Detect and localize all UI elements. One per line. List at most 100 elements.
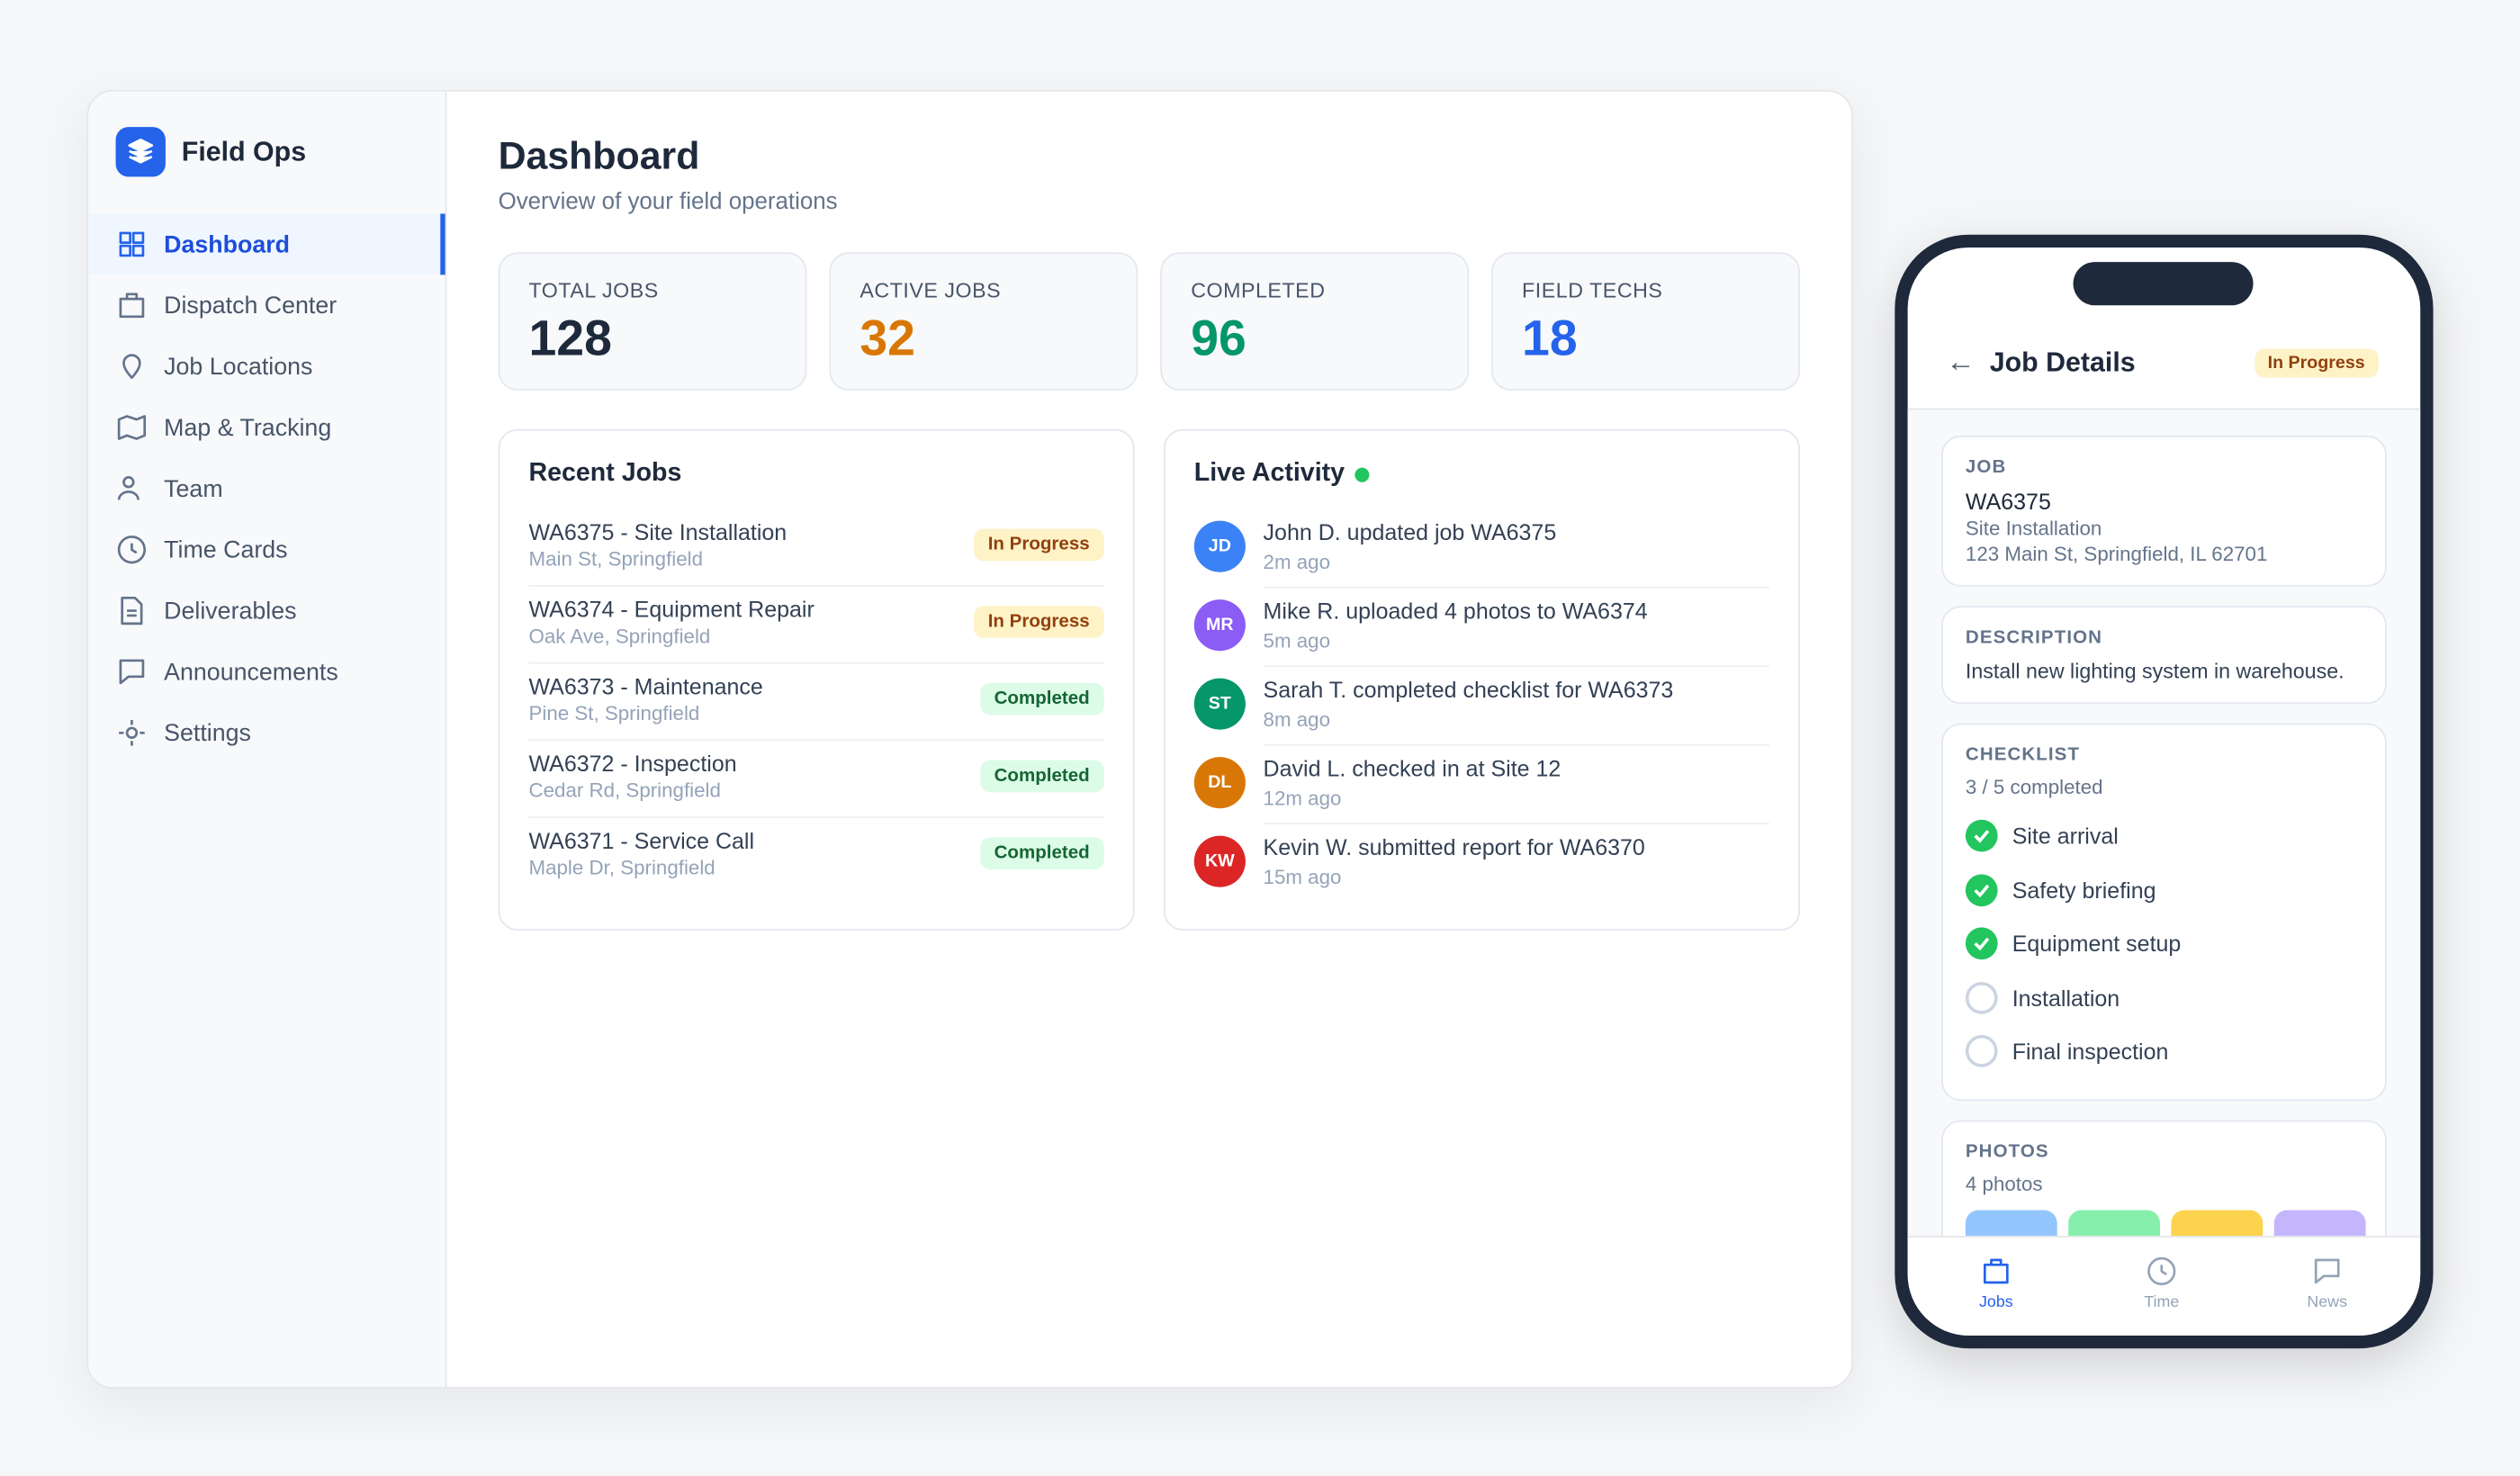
nav-icon xyxy=(117,596,146,633)
avatar: JD xyxy=(1193,520,1246,572)
stat-value: 18 xyxy=(1522,310,1578,367)
check-circle[interactable] xyxy=(1965,819,1998,852)
row-divider xyxy=(528,816,1104,818)
back-arrow[interactable]: ← xyxy=(1946,345,1976,378)
description-text: Install new lighting system in warehouse… xyxy=(1965,659,2344,683)
job-title[interactable]: WA6375 - Site Installation xyxy=(528,518,788,545)
logo-icon xyxy=(128,139,154,164)
activity-panel: Live Activity JD John D. updated job WA63… xyxy=(1163,428,1800,931)
check-circle[interactable] xyxy=(1965,981,1998,1013)
stat-label: FIELD TECHS xyxy=(1522,277,1663,302)
tab-icon-svg xyxy=(2314,1258,2340,1284)
nav-icon xyxy=(117,352,146,389)
check-mark xyxy=(1974,883,1990,897)
tab-label: Time xyxy=(2144,1293,2180,1312)
tab[interactable]: Time xyxy=(2081,1254,2242,1318)
nav-icon-svg xyxy=(119,719,145,746)
status-badge: In Progress xyxy=(973,606,1104,638)
nav-item[interactable]: Settings xyxy=(88,702,445,763)
check-label: Safety briefing xyxy=(2012,877,2156,903)
row-divider xyxy=(1263,586,1770,589)
activity-text: John D. updated job WA6375 xyxy=(1263,518,1557,545)
nav-label: Team xyxy=(164,475,223,503)
activity-time: 2m ago xyxy=(1263,551,1331,574)
tab-icon xyxy=(2313,1256,2342,1293)
check-label: Equipment setup xyxy=(2012,930,2182,957)
job-title[interactable]: WA6372 - Inspection xyxy=(528,750,737,777)
avatar: ST xyxy=(1193,678,1246,730)
nav-icon xyxy=(117,413,147,450)
activity-text: Kevin W. submitted report for WA6370 xyxy=(1263,833,1645,860)
job-address: 123 Main St, Springfield, IL 62701 xyxy=(1965,543,2268,566)
nav-item[interactable]: Job Locations xyxy=(88,336,445,397)
job-title[interactable]: WA6374 - Equipment Repair xyxy=(528,596,814,623)
nav-icon-svg xyxy=(121,596,143,626)
dashboard-window: Field Ops Dashboard Dispatch Center Job Lo… xyxy=(86,89,1853,1389)
nav-label: Time Cards xyxy=(164,536,288,564)
nav-label: Map & Tracking xyxy=(164,414,332,443)
avatar: MR xyxy=(1193,599,1246,652)
card-label: DESCRIPTION xyxy=(1965,628,2103,648)
avatar: DL xyxy=(1193,757,1246,809)
stat-card: TOTAL JOBS 128 xyxy=(498,252,807,391)
job-id: WA6375 xyxy=(1965,488,2051,515)
job-title[interactable]: WA6371 - Service Call xyxy=(528,827,755,854)
stat-value: 128 xyxy=(528,310,612,367)
nav-icon-svg xyxy=(119,231,145,257)
nav-item[interactable]: Map & Tracking xyxy=(88,397,445,458)
nav-icon xyxy=(117,536,146,572)
nav-item[interactable]: Dispatch Center xyxy=(88,274,445,336)
nav-item[interactable]: Time Cards xyxy=(88,519,445,580)
nav-item[interactable]: Team xyxy=(88,458,445,519)
nav-label: Deliverables xyxy=(164,598,297,626)
page-title: Dashboard xyxy=(498,134,700,179)
notch xyxy=(2073,262,2254,306)
check-mark xyxy=(1974,830,1990,843)
check-label: Site arrival xyxy=(2012,823,2119,849)
nav-item[interactable]: Announcements xyxy=(88,641,445,702)
stat-value: 32 xyxy=(860,310,915,367)
checklist-card: CHECKLIST 3 / 5 completed Site arrival Sa… xyxy=(1941,723,2387,1102)
check-circle[interactable] xyxy=(1965,1034,1998,1067)
job-location: Cedar Rd, Springfield xyxy=(528,779,721,803)
tab-label: Jobs xyxy=(1978,1293,2013,1312)
recent-jobs-panel: Recent Jobs WA6375 - Site Installation Ma… xyxy=(498,428,1135,931)
stat-label: COMPLETED xyxy=(1191,277,1326,302)
nav-label: Job Locations xyxy=(164,353,313,382)
check-mark xyxy=(1974,937,1990,951)
card-label: CHECKLIST xyxy=(1965,745,2081,765)
check-circle[interactable] xyxy=(1965,927,1998,960)
job-title[interactable]: WA6373 - Maintenance xyxy=(528,673,763,699)
nav-item[interactable]: Dashboard xyxy=(88,213,446,275)
nav-icon-svg xyxy=(119,659,145,685)
panel-title: Live Activity xyxy=(1193,459,1346,488)
nav-label: Dispatch Center xyxy=(164,292,338,320)
status-badge: In Progress xyxy=(973,528,1104,562)
job-location: Oak Ave, Springfield xyxy=(528,625,711,648)
check-circle[interactable] xyxy=(1965,873,1998,906)
tab-icon-svg xyxy=(1984,1258,2009,1284)
description-card: DESCRIPTION Install new lighting system … xyxy=(1941,606,2387,705)
stat-card: COMPLETED 96 xyxy=(1160,252,1470,391)
nav-icon xyxy=(117,291,146,328)
nav-icon-svg xyxy=(117,536,146,564)
tab[interactable]: News xyxy=(2246,1254,2408,1318)
nav-icon-svg xyxy=(117,415,147,440)
activity-time: 5m ago xyxy=(1263,629,1331,652)
tab-icon xyxy=(2147,1256,2176,1293)
sidebar: Field Ops Dashboard Dispatch Center Job Lo… xyxy=(88,91,447,1388)
tab[interactable]: Jobs xyxy=(1916,1254,2077,1318)
row-divider xyxy=(528,739,1104,742)
card-label: JOB xyxy=(1965,457,2007,478)
nav-item[interactable]: Deliverables xyxy=(88,580,445,642)
activity-time: 12m ago xyxy=(1263,787,1342,810)
card-label: PHOTOS xyxy=(1965,1142,2049,1163)
panel-title: Recent Jobs xyxy=(528,459,682,488)
check-label: Installation xyxy=(2012,984,2120,1011)
checklist-progress: 3 / 5 completed xyxy=(1965,776,2103,799)
avatar: KW xyxy=(1193,835,1246,887)
phone-screen: ← Job Details In Progress JOB WA6375 Sit… xyxy=(1907,247,2421,1336)
nav-icon xyxy=(117,718,146,755)
